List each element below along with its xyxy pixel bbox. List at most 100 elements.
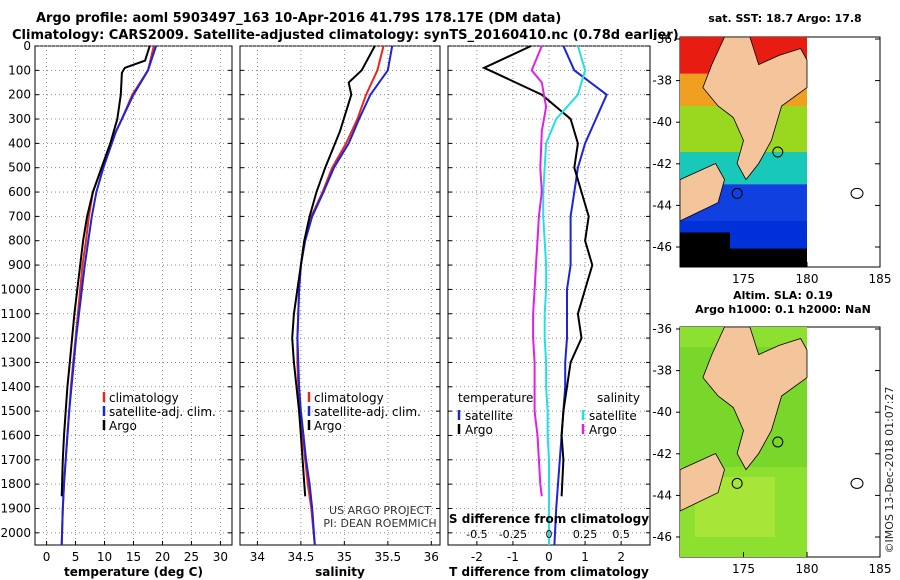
secondary-marker: [731, 477, 743, 489]
x-tick-label: 0: [43, 550, 51, 564]
legend-label: Argo: [109, 419, 137, 433]
sla-map-title-line2: Argo h1000: 0.1 h2000: NaN: [695, 303, 871, 316]
map-lon-label: 175: [732, 272, 755, 286]
map-lon-label: 185: [869, 272, 892, 286]
x-tick-label: 30: [213, 550, 228, 564]
legend-label: climatology: [314, 391, 384, 405]
y-tick-label: 1000: [0, 282, 31, 296]
sst-map-title: sat. SST: 18.7 Argo: 17.8: [708, 12, 862, 25]
sst-band-cold: [720, 248, 807, 267]
y-tick-label: 1800: [0, 477, 31, 491]
x-tick-label: -2: [471, 550, 483, 564]
legend-label: satellite: [589, 409, 637, 423]
plot-frame-sal: [239, 45, 441, 546]
y-tick-label: 1700: [0, 453, 31, 467]
map-lat-label: -40: [652, 115, 672, 129]
map-lat-label: -38: [652, 74, 672, 88]
map-lat-label: -38: [652, 364, 672, 378]
series-line-argo: [60, 45, 151, 497]
map-lat-label: -46: [652, 240, 672, 254]
x-tick-label: 36: [424, 550, 439, 564]
x-axis-label-sal: salinity: [315, 565, 365, 579]
map-lat-label: -46: [652, 530, 672, 544]
series-line-temperature-argo: [481, 45, 594, 497]
x-tick-label: 20: [155, 550, 170, 564]
credit-pi: PI: DEAN ROEMMICH: [323, 517, 436, 530]
y-tick-label: 400: [8, 136, 31, 150]
map-lat-label: -42: [652, 447, 672, 461]
map-lat-label: -40: [652, 405, 672, 419]
secondary-marker: [731, 187, 743, 199]
chart-title-line2: Climatology: CARS2009. Satellite-adjuste…: [12, 28, 679, 43]
y-tick-label: 1600: [0, 428, 31, 442]
credit-project: US ARGO PROJECT: [329, 504, 431, 517]
series-line-satellite-adj-clim-: [296, 45, 394, 546]
series-line-temperature-satellite: [553, 45, 608, 546]
secondary-axis-label: S difference from climatology: [449, 512, 649, 526]
series-line-satellite-adj-clim-: [60, 45, 158, 546]
series-line-argo: [291, 45, 376, 497]
y-tick-label: 800: [8, 234, 31, 248]
map-lat-label: -44: [652, 488, 672, 502]
secondary-tick-label: -0.5: [466, 528, 487, 541]
secondary-tick-label: -0.25: [499, 528, 527, 541]
x-tick-label: 34.5: [288, 550, 315, 564]
map-lon-label: 175: [732, 562, 755, 576]
y-tick-label: 600: [8, 185, 31, 199]
series-line-salinity-satellite: [542, 45, 587, 545]
map-lat-label: -36: [652, 322, 672, 336]
x-tick-label: 25: [184, 550, 199, 564]
map-lat-label: -42: [652, 157, 672, 171]
y-tick-label: 1300: [0, 355, 31, 369]
chart-title-line1: Argo profile: aoml 5903497_163 10-Apr-20…: [36, 11, 562, 26]
legend-label: Argo: [589, 423, 617, 437]
argo-float-marker: [772, 146, 784, 158]
y-tick-label: 1200: [0, 331, 31, 345]
x-tick-label: 5: [72, 550, 80, 564]
map-lon-label: 180: [796, 562, 819, 576]
legend-label: satellite-adj. clim.: [109, 405, 216, 419]
map-lon-label: 185: [869, 562, 892, 576]
sla-map-field: [679, 326, 808, 557]
secondary-tick-label: 0.25: [573, 528, 598, 541]
x-tick-label: 0: [545, 550, 553, 564]
x-axis-label-diff: T difference from climatology: [449, 565, 649, 579]
x-tick-label: 15: [126, 550, 141, 564]
y-tick-label: 300: [8, 112, 31, 126]
legend-label: Argo: [465, 423, 493, 437]
legend-header-temperature: temperature: [458, 391, 533, 405]
x-tick-label: 35.5: [374, 550, 401, 564]
secondary-tick-label: 0: [546, 528, 553, 541]
sst-map-field: [679, 36, 808, 267]
argo-float-marker: [772, 436, 784, 448]
secondary-tick-label: 0.5: [612, 528, 630, 541]
x-axis-label-temp: temperature (deg C): [64, 565, 203, 579]
y-tick-label: 1100: [0, 307, 31, 321]
chatham-island-outline: [850, 477, 864, 489]
land-south-island: [679, 452, 725, 512]
y-tick-label: 0: [23, 39, 31, 53]
land-north-island: [702, 36, 808, 181]
y-tick-label: 200: [8, 88, 31, 102]
land-south-island: [679, 162, 725, 222]
x-tick-label: 35: [337, 550, 352, 564]
legend-label: Argo: [314, 419, 342, 433]
y-tick-label: 100: [8, 63, 31, 77]
map-lat-label: -36: [652, 32, 672, 46]
legend-label: satellite-adj. clim.: [314, 405, 421, 419]
series-line-salinity-argo: [530, 45, 548, 497]
sla-map-title-line1: Altim. SLA: 0.19: [733, 289, 833, 302]
x-tick-label: 10: [97, 550, 112, 564]
y-tick-label: 500: [8, 161, 31, 175]
x-tick-label: -1: [507, 550, 519, 564]
credit-imos: ©IMOS 13-Dec-2018 01:07:27: [883, 387, 896, 554]
x-tick-label: 2: [617, 550, 625, 564]
land-north-island: [702, 326, 808, 471]
chatham-island-outline: [850, 187, 864, 199]
legend-label: satellite: [465, 409, 513, 423]
x-tick-label: 34: [250, 550, 265, 564]
y-tick-label: 700: [8, 209, 31, 223]
legend-header-salinity: salinity: [597, 391, 640, 405]
y-tick-label: 2000: [0, 526, 31, 540]
